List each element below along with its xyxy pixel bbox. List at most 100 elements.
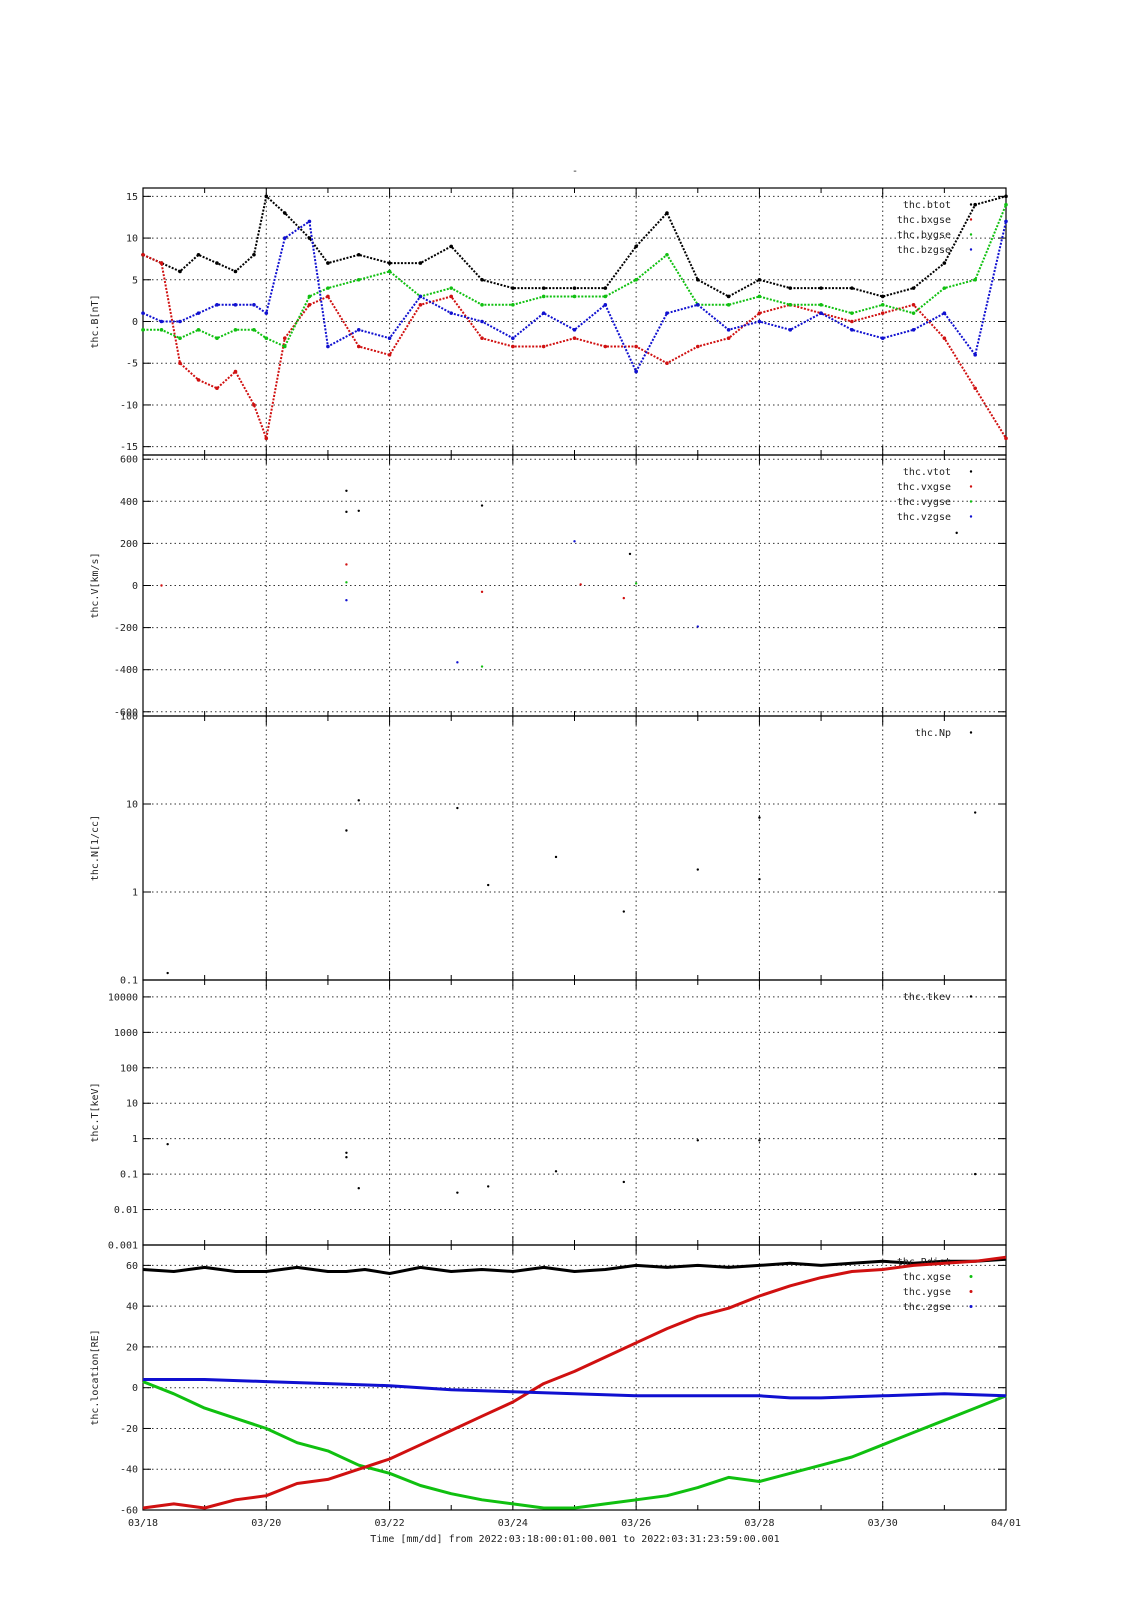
data-point [541, 344, 546, 349]
ytick-label: 0 [132, 1383, 138, 1394]
data-point [264, 436, 269, 441]
panel-dens: 0.1 1 10 100 thc.N[1/cc] thc.Np [90, 712, 1007, 987]
data-point [511, 303, 515, 307]
data-point [603, 303, 608, 307]
legend-label: thc.tkev [903, 992, 951, 1003]
data-point [252, 252, 256, 257]
panel-mag: -15 -10 -5 0 5 10 15 thc.B[nT] thc.btot thc.bxgse… [90, 187, 1008, 456]
data-point [196, 311, 201, 315]
legend-label: thc.vxgse [897, 482, 951, 493]
series-thc-xgse [142, 1380, 1007, 1510]
data-point [178, 269, 182, 274]
data-point [456, 806, 459, 810]
data-point [850, 328, 854, 332]
panel-frame [142, 1244, 1007, 1511]
data-point [541, 286, 546, 290]
data-point [449, 286, 454, 290]
data-point [665, 252, 669, 257]
data-point [356, 277, 361, 282]
data-point [634, 582, 638, 585]
data-point [480, 303, 484, 307]
ytick-label: 200 [120, 539, 138, 550]
data-point [178, 361, 182, 366]
series-thc-vygse [345, 581, 638, 668]
panel-vel: -600 -400 -200 0 200 400 600 thc.V[km/s] thc.vto… [90, 454, 1007, 718]
data-point [579, 583, 582, 586]
legend-marker [969, 470, 973, 473]
ytick-label: 20 [126, 1342, 138, 1353]
series-thc-zgse [143, 1378, 1007, 1400]
data-point [233, 369, 238, 374]
data-point [622, 910, 626, 913]
legend-label: thc.vzgse [897, 512, 951, 523]
ytick-label: 10 [126, 234, 138, 245]
ytick-label: 600 [120, 455, 138, 466]
ytick-label: 0.1 [120, 976, 138, 987]
ytick-label: 100 [120, 712, 138, 723]
data-point [418, 294, 423, 299]
legend-label: thc.xgse [903, 1272, 951, 1283]
data-point [880, 294, 885, 299]
legend-label: thc.Rdist [897, 1257, 951, 1268]
data-point [345, 581, 348, 584]
legend-label: thc.bygse [897, 230, 951, 241]
data-point [1004, 436, 1008, 441]
ytick-label: -15 [120, 442, 138, 453]
series-thc-bxgse [141, 252, 1008, 441]
data-point [326, 286, 330, 290]
data-point [634, 277, 638, 282]
data-point [850, 319, 854, 324]
data-point [554, 1170, 558, 1173]
data-point [955, 531, 958, 535]
legend-label: thc.btot [903, 200, 951, 211]
ytick-label: -600 [114, 707, 138, 718]
data-point [418, 303, 423, 307]
data-point [850, 286, 854, 290]
ytick-label: 1 [132, 1134, 138, 1145]
legend-label: thc.bzgse [897, 245, 951, 256]
data-point [942, 336, 947, 340]
panel-temp: 0.001 0.01 0.1 1 10 100 1000 10000 thc.T[keV] thc… [90, 979, 1007, 1252]
time-axis-label: Time [mm/dd] from 2022:03:18:00:01:00.00… [370, 1534, 779, 1545]
ytick-label: -200 [114, 623, 138, 634]
data-point [449, 294, 454, 299]
series-thc-bygse [141, 202, 1008, 349]
series-thc-vxgse [160, 563, 626, 600]
data-point [264, 336, 269, 340]
data-point [726, 294, 731, 299]
data-point [622, 596, 626, 600]
data-point [345, 829, 348, 832]
data-point [911, 303, 916, 307]
legend-marker [969, 1305, 973, 1308]
data-point [480, 336, 484, 340]
data-point [307, 236, 312, 240]
data-point [634, 344, 638, 349]
legend-marker [969, 995, 973, 998]
ytick-label: 10 [126, 800, 138, 811]
data-point [695, 344, 700, 349]
data-point [480, 277, 484, 282]
data-point [788, 286, 793, 290]
legend-marker [969, 1275, 973, 1278]
panels-layer: -15-10-5051015thc.B[nT]thc.btotthc.bxgse… [90, 187, 1008, 1517]
data-point [911, 328, 916, 332]
data-point [357, 799, 360, 802]
data-point [282, 211, 287, 215]
data-point [541, 294, 546, 299]
legend-marker [969, 248, 973, 251]
ytick-label: 0 [132, 581, 138, 592]
legend-label: thc.ygse [903, 1287, 951, 1298]
data-point [665, 211, 669, 215]
page-title: - [572, 166, 578, 177]
data-point [487, 1185, 490, 1188]
data-point [282, 336, 287, 340]
x-tick-label: 03/20 [251, 1518, 281, 1529]
x-tick-label: 03/18 [128, 1518, 158, 1529]
x-tick-label: 03/26 [621, 1518, 651, 1529]
data-point [819, 311, 823, 315]
data-point [233, 303, 238, 307]
data-point [603, 286, 608, 290]
data-point [511, 336, 515, 340]
ytick-label: 100 [120, 1063, 138, 1074]
data-point [911, 286, 916, 290]
